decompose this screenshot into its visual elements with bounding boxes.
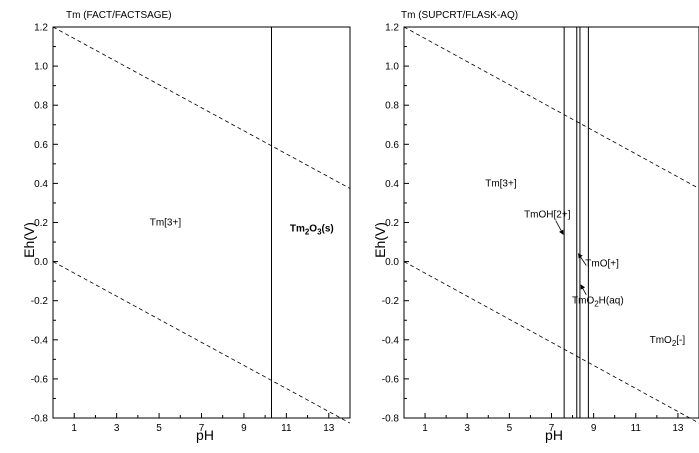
y-tick-label: 0.8	[34, 101, 48, 112]
water-stability-line	[403, 26, 699, 189]
x-tick-label: 3	[464, 423, 470, 434]
x-tick-label: 5	[156, 423, 162, 434]
leader-arrow	[578, 253, 587, 266]
y-tick-label: -0.8	[31, 414, 49, 425]
y-tick-label: -0.6	[382, 374, 400, 385]
x-tick-label: 7	[199, 423, 205, 434]
y-tick-label: 0.0	[34, 257, 48, 268]
x-tick-label: 7	[549, 423, 555, 434]
label-part: TmO	[650, 335, 672, 346]
leader-arrow	[555, 220, 564, 235]
x-tick-label: 9	[591, 423, 597, 434]
label-part: (s)	[322, 223, 334, 234]
label-arrows	[555, 220, 587, 296]
y-tick-label: -0.4	[31, 335, 49, 346]
x-tick-label: 3	[114, 423, 120, 434]
label-part: H(aq)	[599, 296, 624, 307]
x-tick-label: 1	[71, 423, 77, 434]
x-tick-label: 11	[281, 423, 292, 434]
x-tick-label: 5	[507, 423, 513, 434]
label-part: 2	[594, 300, 599, 309]
region-label: TmO2[-]	[650, 335, 686, 348]
x-tick-label: 11	[631, 423, 642, 434]
label-part: [-]	[676, 335, 685, 346]
series-lines	[52, 26, 351, 424]
y-tick-label: 1.2	[385, 23, 399, 34]
y-tick-label: -0.6	[31, 374, 49, 385]
region-labels: Tm[3+] Tm2O3(s)	[150, 218, 334, 237]
x-tick-label: 1	[422, 423, 428, 434]
chart-title: Tm (SUPCRT/FLASK-AQ)	[401, 10, 518, 21]
label-part: 2	[305, 227, 310, 236]
y-tick-label: 0.2	[385, 218, 399, 229]
y-tick-label: 1.0	[385, 62, 399, 73]
chart-title: Tm (FACT/FACTSAGE)	[66, 10, 172, 21]
y-tick-label: 0.8	[385, 101, 399, 112]
water-stability-line	[403, 261, 699, 424]
panel-supcrt-flask-aq: Tm (SUPCRT/FLASK-AQ) Eh(V) pH 1.2 1.0 0.8 0…	[372, 10, 699, 443]
label-part: 3	[317, 227, 322, 236]
region-label: TmOH[2+]	[524, 210, 571, 221]
region-label: Tm[3+]	[485, 178, 517, 189]
series-lines	[403, 26, 699, 424]
axis-ticks: 1.21.00.80.60.40.20.0-0.2-0.4-0.6-0.81 3 5…	[382, 23, 684, 435]
label-part: O	[309, 223, 317, 234]
water-stability-line	[52, 261, 351, 424]
axis-ticks: 1.21.00.80.60.40.20.0-0.2-0.4-0.6-0.81 3 5…	[31, 23, 335, 435]
region-label: Tm2O3(s)	[290, 223, 334, 236]
x-axis-label: pH	[196, 427, 214, 443]
region-label: TmO2H(aq)	[572, 296, 624, 309]
y-tick-label: -0.2	[382, 296, 400, 307]
panel-fact-factsage: Tm (FACT/FACTSAGE) Eh(V) pH 1.2 1.0 0.8 0.6…	[21, 10, 351, 443]
y-tick-label: 0.4	[385, 179, 399, 190]
y-tick-label: -0.8	[382, 414, 400, 425]
x-tick-label: 13	[672, 423, 684, 434]
region-label: TmO[+]	[585, 259, 619, 270]
region-label: Tm[3+]	[150, 218, 182, 229]
y-axis-label: Eh(V)	[21, 222, 37, 258]
x-tick-label: 13	[323, 423, 335, 434]
water-stability-line	[52, 26, 351, 189]
label-part: Tm	[290, 223, 305, 234]
y-tick-label: -0.2	[31, 296, 49, 307]
y-tick-label: 1.2	[34, 23, 48, 34]
leader-arrow	[580, 284, 587, 296]
y-tick-label: 0.6	[385, 140, 399, 151]
y-tick-label: 0.6	[34, 140, 48, 151]
plot-frame	[403, 26, 699, 419]
y-axis-label: Eh(V)	[372, 222, 388, 258]
plot-frame	[52, 26, 351, 419]
y-tick-label: 0.2	[34, 218, 48, 229]
label-part: TmO	[572, 296, 594, 307]
label-part: 2	[672, 339, 677, 348]
y-tick-label: -0.4	[382, 335, 400, 346]
y-tick-label: 0.4	[34, 179, 48, 190]
x-axis-label: pH	[545, 427, 563, 443]
y-tick-label: 1.0	[34, 62, 48, 73]
x-tick-label: 9	[241, 423, 247, 434]
y-tick-label: 0.0	[385, 257, 399, 268]
region-labels: Tm[3+]TmOH[2+]TmO[+]TmO2H(aq)TmO2[-]	[485, 178, 685, 347]
